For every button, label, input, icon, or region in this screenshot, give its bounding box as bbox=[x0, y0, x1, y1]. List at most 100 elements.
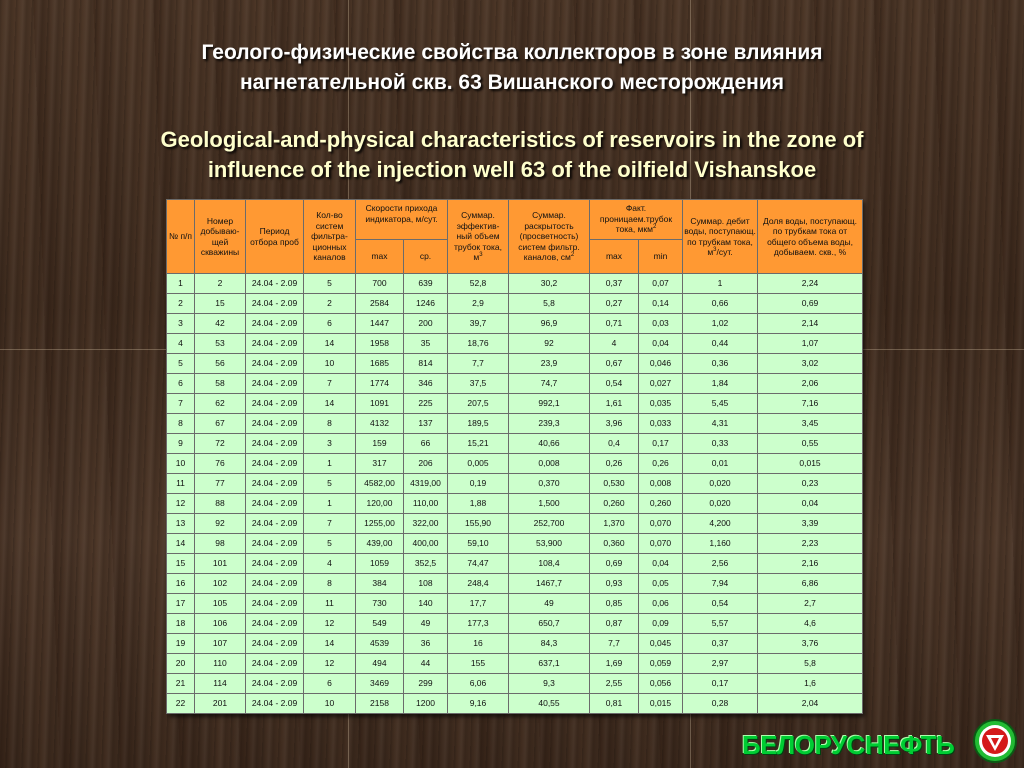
table-cell: 30,2 bbox=[508, 273, 590, 294]
table-cell: 37,5 bbox=[447, 373, 509, 394]
table-cell: 1467,7 bbox=[508, 573, 590, 594]
table-cell: 108 bbox=[403, 573, 448, 594]
table-cell: 439,00 bbox=[355, 533, 404, 554]
table-cell: 0,44 bbox=[682, 333, 759, 354]
table-cell: 549 bbox=[355, 613, 404, 634]
table-cell: 3 bbox=[303, 433, 356, 454]
table-cell: 3469 bbox=[355, 673, 404, 694]
table-cell: 24.04 - 2.09 bbox=[245, 553, 304, 574]
table-cell: 2,16 bbox=[757, 553, 864, 574]
table-cell: 14 bbox=[303, 393, 356, 414]
table-cell: 137 bbox=[403, 413, 448, 434]
table-cell: 189,5 bbox=[447, 413, 509, 434]
table-cell: 4132 bbox=[355, 413, 404, 434]
table-row: 18 106 24.04 - 2.09 12 549 49 177,3 650,7 0,87 0,… bbox=[166, 613, 864, 634]
table-cell: 1 bbox=[682, 273, 759, 294]
table-cell: 0,070 bbox=[637, 513, 684, 534]
table-cell: 0,54 bbox=[589, 373, 639, 394]
table-cell: 8 bbox=[303, 573, 356, 594]
table-cell: 24.04 - 2.09 bbox=[245, 413, 304, 434]
table-cell: 77 bbox=[194, 473, 246, 494]
table-cell: 2,06 bbox=[757, 373, 864, 394]
table-cell: 299 bbox=[403, 673, 448, 694]
table-cell: 0,008 bbox=[508, 453, 590, 474]
table-cell: 15 bbox=[166, 553, 195, 574]
table-cell: 15,21 bbox=[447, 433, 509, 454]
table-cell: 67 bbox=[194, 413, 246, 434]
table-cell: 8 bbox=[166, 413, 195, 434]
table-cell: 102 bbox=[194, 573, 246, 594]
table-cell: 12 bbox=[303, 613, 356, 634]
table-cell: 24.04 - 2.09 bbox=[245, 353, 304, 374]
table-cell: 5 bbox=[303, 273, 356, 294]
table-cell: 0,93 bbox=[589, 573, 639, 594]
table-cell: 352,5 bbox=[403, 553, 448, 574]
table-cell: 2,7 bbox=[757, 593, 864, 614]
table-cell: 10 bbox=[166, 453, 195, 474]
table-cell: 7 bbox=[166, 393, 195, 414]
table-cell: 24.04 - 2.09 bbox=[245, 333, 304, 354]
unit-superscript: 3 bbox=[713, 247, 717, 254]
table-cell: 200 bbox=[403, 313, 448, 334]
table-cell: 0,85 bbox=[589, 593, 639, 614]
table-cell: 1059 bbox=[355, 553, 404, 574]
header-speed: Скорости прихода индикатора, м/сут. bbox=[355, 199, 448, 240]
slide-title-russian: Геолого-физические свойства коллекторов … bbox=[0, 38, 1024, 98]
table-row: 9 72 24.04 - 2.09 3 159 66 15,21 40,66 0,4 0,17 0,… bbox=[166, 433, 864, 454]
header-debit-unit: /сут. bbox=[716, 247, 733, 257]
table-cell: 3,96 bbox=[589, 413, 639, 434]
table-cell: 36 bbox=[403, 633, 448, 654]
header-volume: Суммар. эффектив-ный объем трубок тока, … bbox=[447, 199, 509, 274]
table-cell: 0,36 bbox=[682, 353, 759, 374]
table-cell: 10 bbox=[303, 693, 356, 714]
table-cell: 0,05 bbox=[637, 573, 684, 594]
table-row: 11 77 24.04 - 2.09 5 4582,00 4319,00 0,19 0,370… bbox=[166, 473, 864, 494]
table-cell: 22 bbox=[166, 693, 195, 714]
table-cell: 0,69 bbox=[589, 553, 639, 574]
table-cell: 49 bbox=[403, 613, 448, 634]
table-cell: 108,4 bbox=[508, 553, 590, 574]
table-cell: 1246 bbox=[403, 293, 448, 314]
belorusneft-logo: БЕЛОРУСНЕФТЬ bbox=[742, 718, 1022, 766]
table-cell: 24.04 - 2.09 bbox=[245, 673, 304, 694]
reservoir-properties-table-wrap: № п/п Номер добываю-щей скважины Период … bbox=[166, 199, 864, 714]
table-cell: 6 bbox=[303, 673, 356, 694]
table-cell: 105 bbox=[194, 593, 246, 614]
table-cell: 6 bbox=[303, 313, 356, 334]
table-cell: 7 bbox=[303, 513, 356, 534]
table-cell: 24.04 - 2.09 bbox=[245, 313, 304, 334]
table-cell: 0,37 bbox=[682, 633, 759, 654]
table-cell: 0,26 bbox=[589, 453, 639, 474]
table-cell: 72 bbox=[194, 433, 246, 454]
table-cell: 84,3 bbox=[508, 633, 590, 654]
table-cell: 0,01 bbox=[682, 453, 759, 474]
table-cell: 24.04 - 2.09 bbox=[245, 573, 304, 594]
table-cell: 14 bbox=[303, 633, 356, 654]
table-cell: 18 bbox=[166, 613, 195, 634]
table-cell: 1,02 bbox=[682, 313, 759, 334]
table-cell: 6 bbox=[166, 373, 195, 394]
table-cell: 4 bbox=[589, 333, 639, 354]
table-cell: 0,06 bbox=[637, 593, 684, 614]
table-cell: 92 bbox=[194, 513, 246, 534]
table-cell: 0,046 bbox=[637, 353, 684, 374]
table-cell: 98 bbox=[194, 533, 246, 554]
table-row: 2 15 24.04 - 2.09 2 2584 1246 2,9 5,8 0,27 0,14 0,… bbox=[166, 293, 864, 314]
table-cell: 0,260 bbox=[589, 493, 639, 514]
table-cell: 1,69 bbox=[589, 653, 639, 674]
table-cell: 0,045 bbox=[637, 633, 684, 654]
table-cell: 140 bbox=[403, 593, 448, 614]
table-cell: 248,4 bbox=[447, 573, 509, 594]
table-cell: 0,04 bbox=[637, 333, 684, 354]
table-cell: 110 bbox=[194, 653, 246, 674]
table-cell: 3 bbox=[166, 313, 195, 334]
table-cell: 2,97 bbox=[682, 653, 759, 674]
table-row: 17 105 24.04 - 2.09 11 730 140 17,7 49 0,85 0,06 0… bbox=[166, 593, 864, 614]
table-cell: 0,33 bbox=[682, 433, 759, 454]
table-cell: 17 bbox=[166, 593, 195, 614]
table-cell: 21 bbox=[166, 673, 195, 694]
unit-superscript: 2 bbox=[570, 252, 575, 259]
slide-title-english: Geological-and-physical characteristics … bbox=[0, 125, 1024, 185]
table-cell: 4,6 bbox=[757, 613, 864, 634]
table-cell: 24.04 - 2.09 bbox=[245, 493, 304, 514]
